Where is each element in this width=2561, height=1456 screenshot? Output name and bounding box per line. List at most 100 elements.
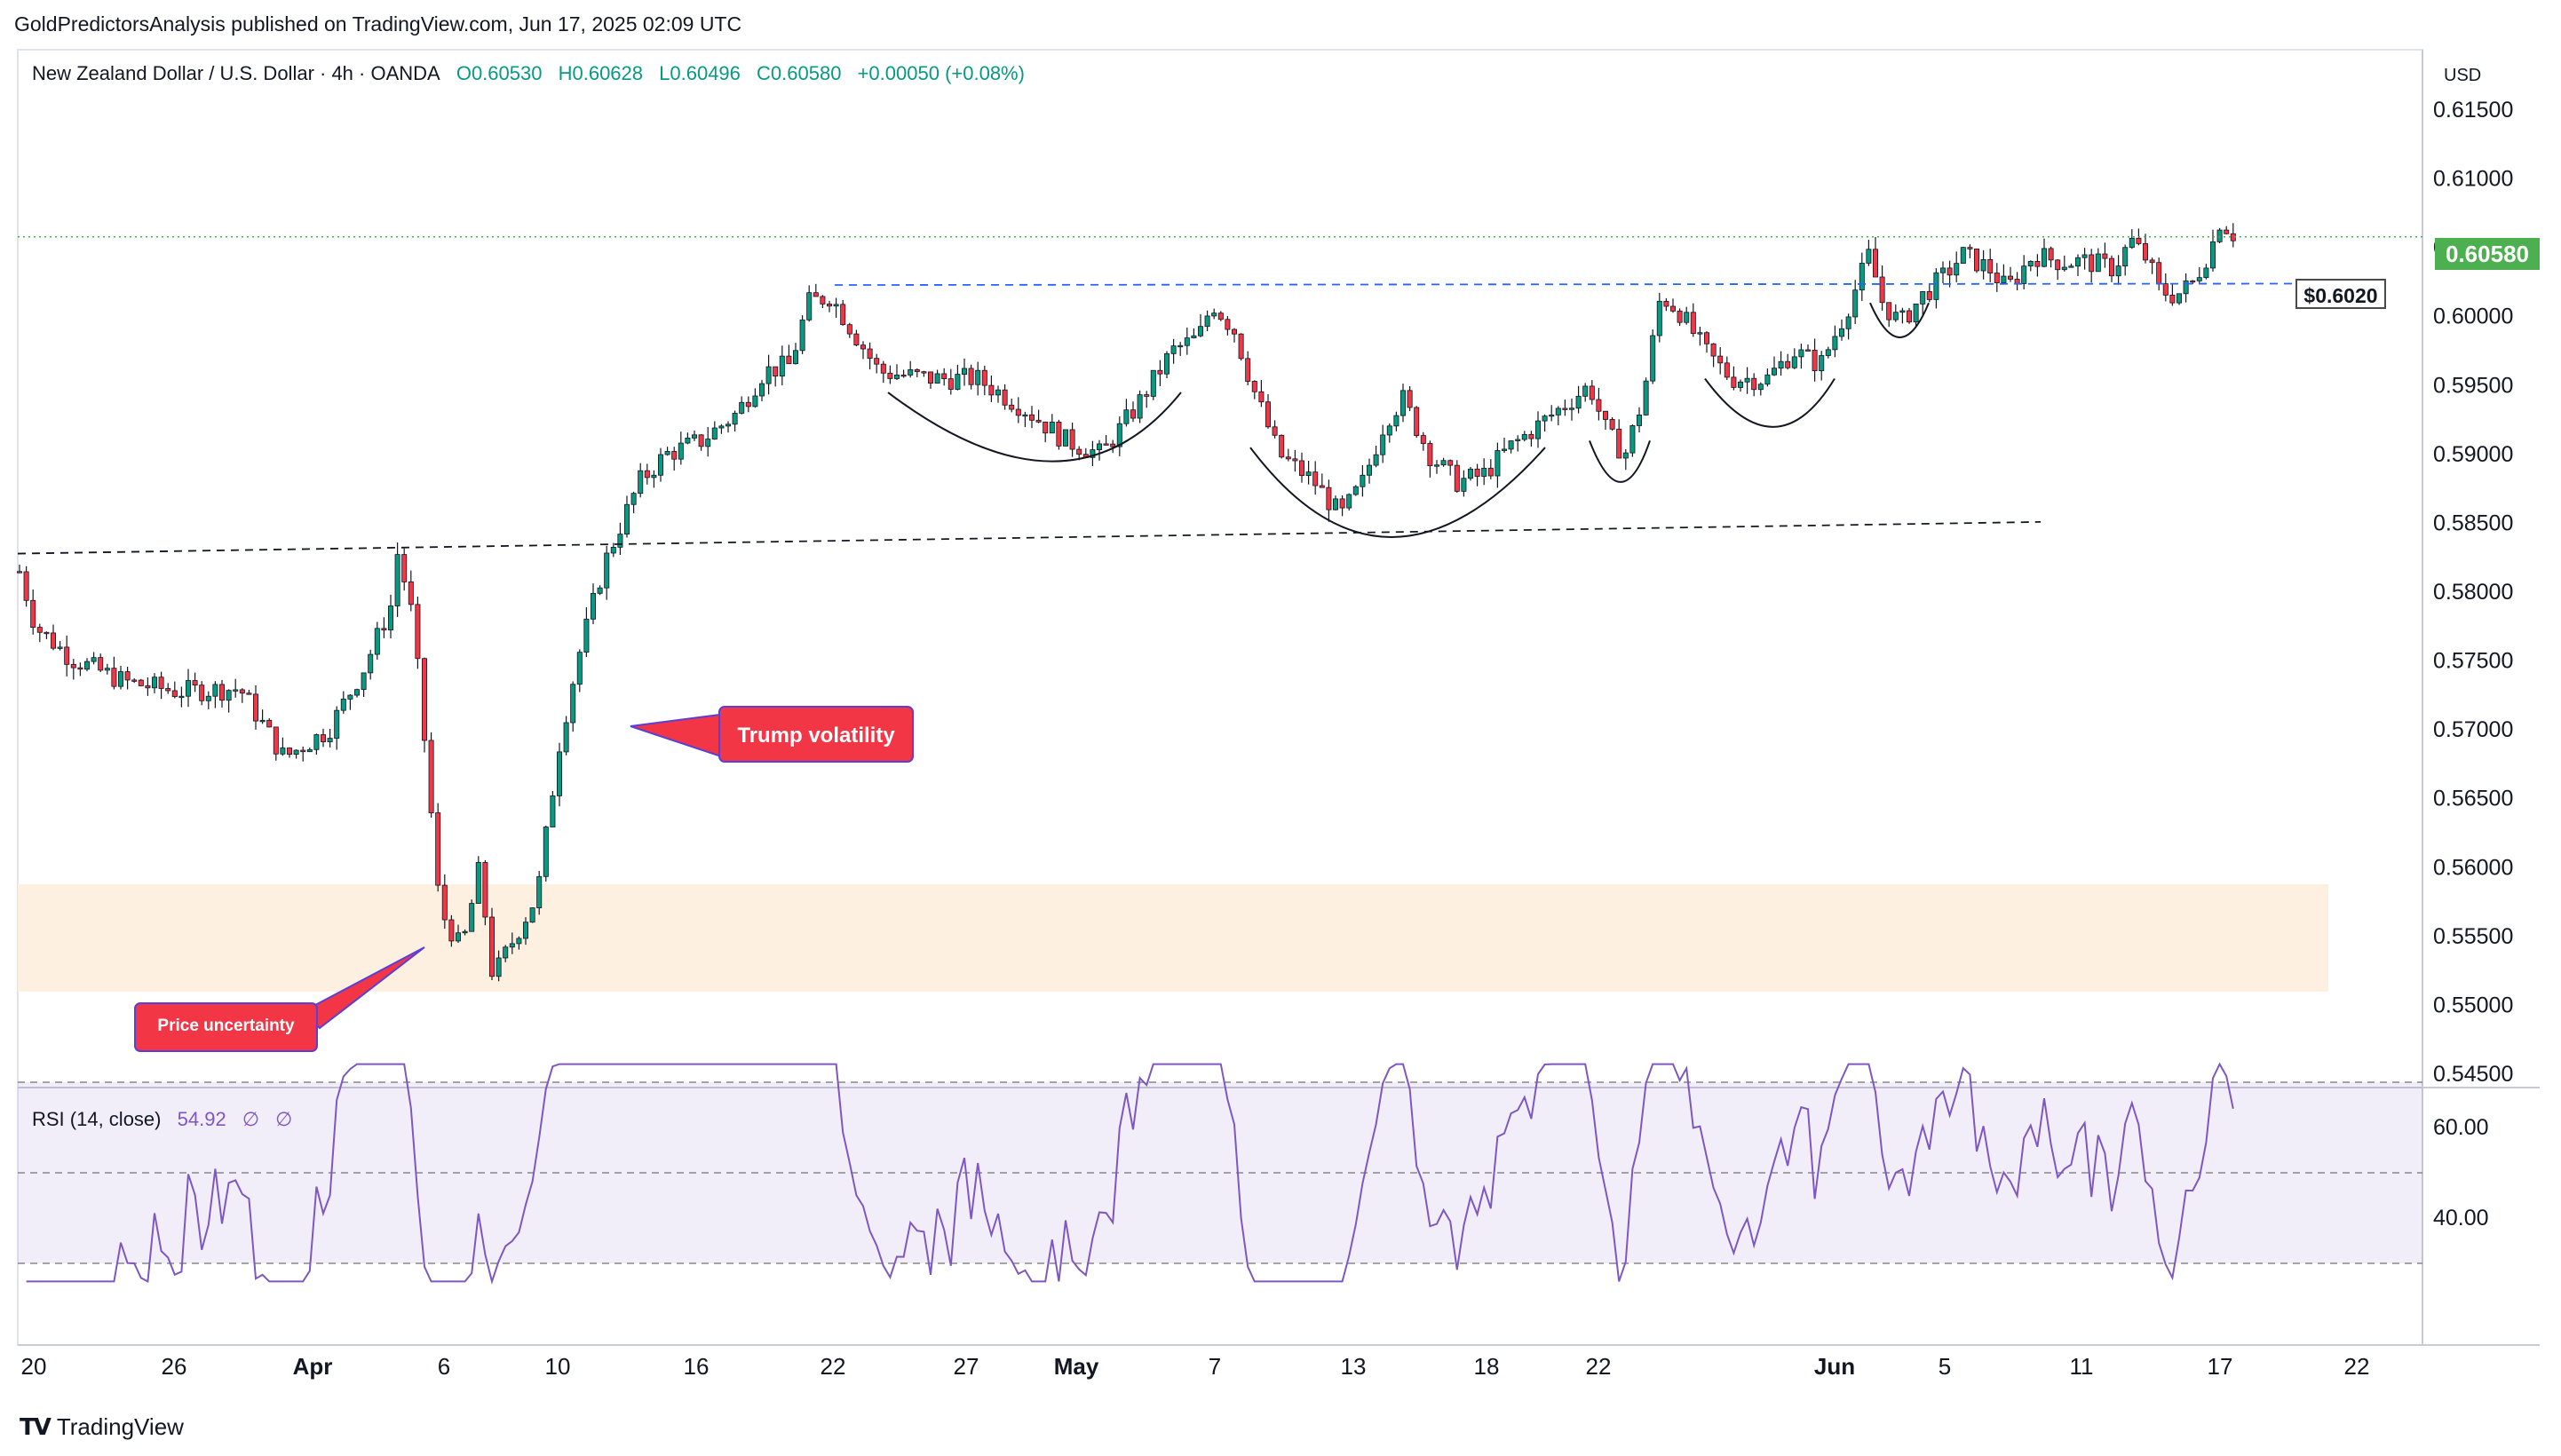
time-tick: Apr xyxy=(293,1353,333,1380)
candle-body xyxy=(124,671,131,681)
candle-body xyxy=(1980,259,1986,272)
time-tick: May xyxy=(1054,1353,1099,1380)
time-tick: 5 xyxy=(1939,1353,1951,1380)
candle-body xyxy=(1097,443,1103,450)
candle-body xyxy=(894,374,900,379)
candle-body xyxy=(381,628,387,631)
candle-body xyxy=(233,689,239,692)
candle-body xyxy=(2203,267,2209,279)
candle-body xyxy=(313,734,320,750)
symbol-legend[interactable]: New Zealand Dollar / U.S. Dollar · 4h · … xyxy=(32,62,1035,85)
candle-body xyxy=(968,368,974,385)
candle-body xyxy=(226,690,232,701)
candle-body xyxy=(583,618,590,653)
candle-body xyxy=(1886,302,1892,320)
candle-body xyxy=(934,373,940,384)
candle-body xyxy=(374,628,380,655)
tradingview-logo[interactable]: 𝗧𝗩 TradingView xyxy=(20,1413,184,1441)
support-zone xyxy=(18,883,2328,992)
candle-body xyxy=(1960,247,1966,265)
candle-body xyxy=(1819,355,1825,371)
candle-body xyxy=(1569,408,1575,410)
candle-body xyxy=(1926,290,1932,300)
candle-body xyxy=(1933,272,1939,300)
resistance-line xyxy=(834,282,2296,286)
candle-body xyxy=(678,442,684,460)
candle-body xyxy=(1495,450,1501,477)
currency-label[interactable]: USD xyxy=(2444,66,2482,85)
candle-body xyxy=(57,646,63,649)
candle-body xyxy=(165,688,171,692)
open-value: O0.60530 xyxy=(456,62,543,84)
candle-body xyxy=(1832,336,1838,351)
candle-body xyxy=(1939,267,1946,273)
candle-body xyxy=(1232,328,1238,335)
candle-body xyxy=(1656,300,1662,336)
candle-body xyxy=(995,389,1002,396)
candle-body xyxy=(361,672,367,691)
candle-body xyxy=(1258,391,1265,403)
candle-body xyxy=(1738,381,1744,388)
rsi-legend[interactable]: RSI (14, close) 54.92 ∅ ∅ xyxy=(32,1108,303,1131)
candle-body xyxy=(30,599,36,628)
candle-body xyxy=(1461,478,1467,492)
candle-body xyxy=(1285,456,1291,460)
candle-body xyxy=(570,684,576,724)
brand-name: TradingView xyxy=(56,1413,184,1440)
candle-body xyxy=(300,749,306,753)
candle-body xyxy=(212,684,218,697)
time-axis[interactable]: 20 26 Apr 6 10 16 22 27 May 7 13 18 22 Jun 5 11 17 22 xyxy=(21,1353,2370,1380)
candle-body xyxy=(1130,409,1137,419)
candle-body xyxy=(610,546,616,554)
candle-body xyxy=(1204,315,1210,328)
low-value: L0.60496 xyxy=(659,62,741,84)
candle-body xyxy=(2021,265,2027,284)
candle-body xyxy=(36,627,43,633)
candle-body xyxy=(2149,259,2155,264)
candle-body xyxy=(739,401,745,414)
candle-body xyxy=(1872,249,1878,278)
chart-frame xyxy=(17,49,2540,1346)
candle-body xyxy=(2136,237,2142,244)
candle-body xyxy=(1346,494,1352,509)
candle-body xyxy=(563,722,569,753)
candle-body xyxy=(1791,356,1797,368)
candle-body xyxy=(320,734,326,742)
candle-body xyxy=(1090,449,1096,458)
candle-body xyxy=(1333,498,1339,510)
price-tick: 0.61000 xyxy=(2433,167,2513,192)
candle-body xyxy=(111,668,117,687)
candle-body xyxy=(1373,454,1379,466)
candle-body xyxy=(1603,410,1609,420)
candle-body xyxy=(1164,352,1170,375)
candle-body xyxy=(117,671,123,687)
symbol-name: New Zealand Dollar / U.S. Dollar · 4h · … xyxy=(32,62,440,84)
candle-body xyxy=(1393,415,1399,427)
candle-body xyxy=(482,862,488,918)
candle-body xyxy=(98,657,104,671)
candle-body xyxy=(77,667,83,670)
candle-body xyxy=(638,470,644,495)
candle-body xyxy=(1076,448,1082,455)
candle-body xyxy=(1528,433,1534,439)
candle-body xyxy=(1063,429,1069,447)
candle-body xyxy=(70,663,76,669)
candle-body xyxy=(1447,460,1454,466)
candle-body xyxy=(799,319,805,352)
candle-body xyxy=(1677,310,1683,323)
candle-body xyxy=(1859,263,1865,291)
time-tick: 16 xyxy=(684,1353,710,1380)
time-tick: 22 xyxy=(1586,1353,1612,1380)
candle-body xyxy=(1035,419,1042,423)
candle-body xyxy=(51,632,57,649)
candle-body xyxy=(1029,414,1035,421)
rsi-band xyxy=(18,1081,2422,1264)
candle-body xyxy=(239,689,245,694)
candle-body xyxy=(1663,300,1669,307)
price-tick: 0.57500 xyxy=(2433,649,2513,674)
time-tick: 27 xyxy=(954,1353,979,1380)
candle-body xyxy=(2142,242,2148,261)
candle-body xyxy=(1251,381,1257,392)
candle-body xyxy=(1157,369,1163,375)
